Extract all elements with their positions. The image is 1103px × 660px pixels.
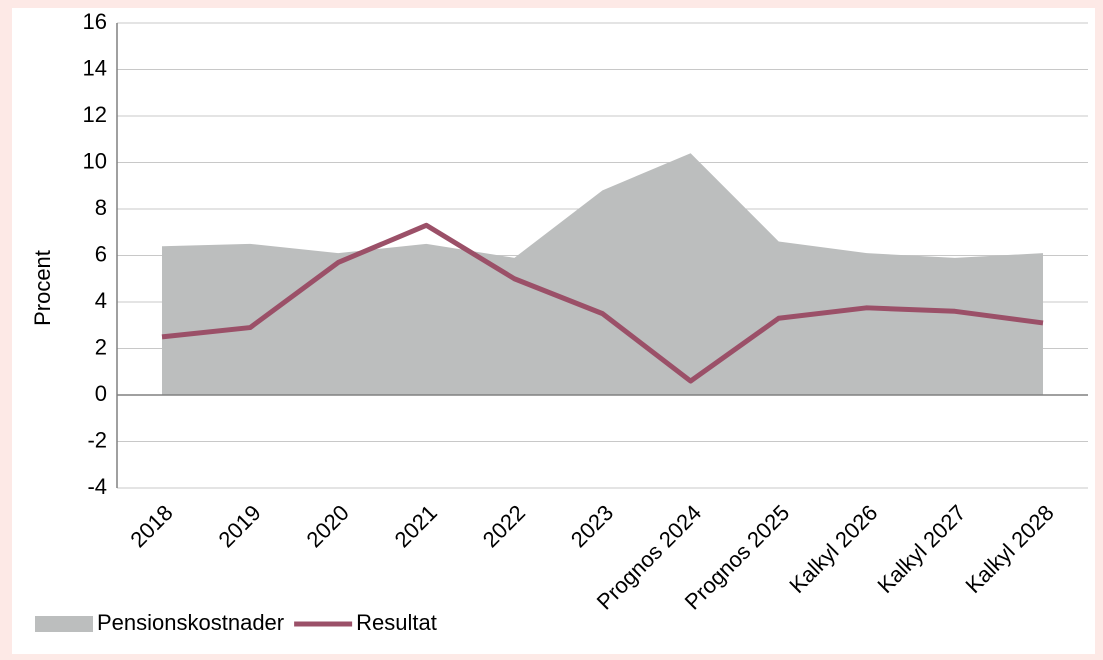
- y-tick-label: 8: [95, 195, 107, 220]
- line: [161, 222, 1044, 384]
- y-tick-label: 14: [83, 55, 107, 80]
- y-tick-label: 0: [95, 381, 107, 406]
- legend-label: Resultat: [356, 610, 437, 635]
- legend-label: Pensionskostnader: [97, 610, 284, 635]
- y-tick-label: 10: [83, 148, 107, 173]
- y-tick-label: 2: [95, 334, 107, 359]
- area: [162, 153, 1043, 395]
- y-axis-label: Procent: [30, 250, 55, 326]
- y-tick-label: 4: [95, 288, 107, 313]
- y-tick-label: -4: [87, 474, 107, 499]
- y-tick-label: 12: [83, 102, 107, 127]
- y-tick-label: 16: [83, 9, 107, 34]
- y-tick-label: -2: [87, 427, 107, 452]
- y-tick-label: 6: [95, 241, 107, 266]
- legend-swatch: [35, 616, 93, 632]
